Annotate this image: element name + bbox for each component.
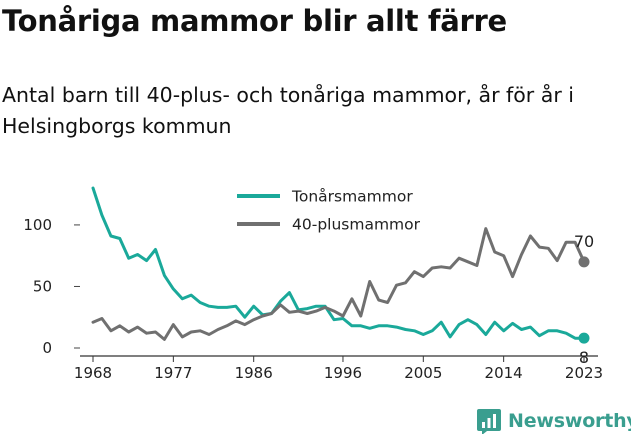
- x-tick-label-1986: 1986: [235, 364, 273, 382]
- x-tick-label-2023: 2023: [565, 364, 603, 382]
- series-layer: [91, 186, 590, 344]
- legend-label-40-plusmammor: 40-plusmammor: [292, 216, 421, 234]
- chart-title: Tonåriga mammor blir allt färre: [2, 4, 507, 38]
- x-axis: 1968 1977 1986 1996 2005 2014 2023: [74, 355, 603, 382]
- series-line-tonarsmammor: [91, 186, 586, 340]
- end-point-tonarsmammor: [578, 332, 590, 344]
- bar-chart-logo-icon: [477, 409, 501, 434]
- newsworthy-logo: Newsworthy: [476, 408, 631, 434]
- y-tick-label-100: 100: [23, 216, 52, 234]
- end-labels: 8 70: [574, 232, 594, 367]
- end-point-40-plusmammor: [578, 256, 590, 268]
- x-tick-label-1977: 1977: [154, 364, 192, 382]
- chart-subtitle: Antal barn till 40-plus- och tonåriga ma…: [2, 83, 574, 138]
- x-tick-label-1996: 1996: [324, 364, 362, 382]
- end-label-tonarsmammor: 8: [579, 348, 589, 367]
- legend: Tonårsmammor 40-plusmammor: [237, 188, 421, 234]
- brand-name: Newsworthy: [508, 410, 631, 432]
- end-label-40-plusmammor: 70: [574, 232, 594, 251]
- series-line-40-plusmammor: [91, 227, 586, 341]
- x-tick-label-2005: 2005: [404, 364, 442, 382]
- y-tick-label-50: 50: [33, 277, 52, 295]
- x-tick-label-1968: 1968: [74, 364, 112, 382]
- y-tick-label-0: 0: [42, 339, 52, 357]
- y-axis: 0 50 100: [23, 216, 80, 357]
- legend-label-tonarsmammor: Tonårsmammor: [291, 188, 413, 206]
- x-tick-label-2014: 2014: [485, 364, 523, 382]
